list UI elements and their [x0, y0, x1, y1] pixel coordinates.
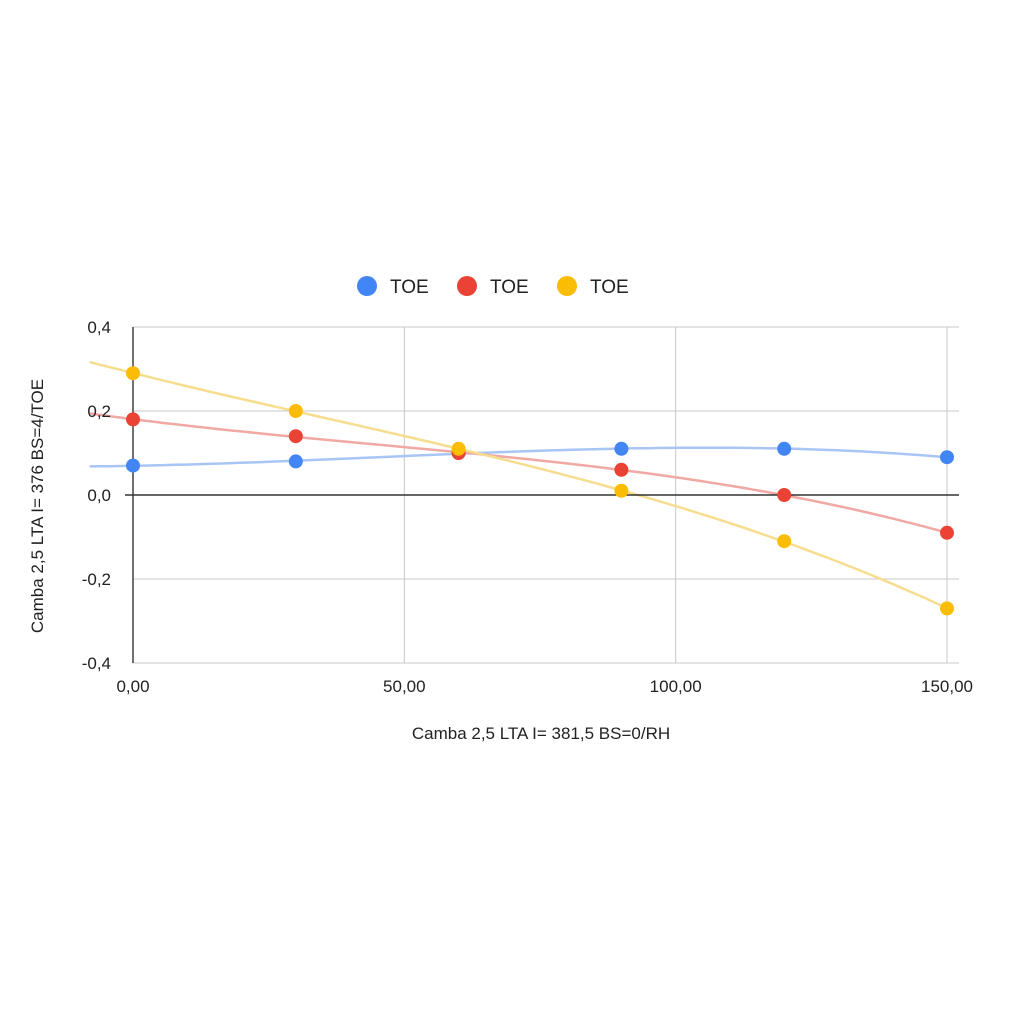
- x-tick-label: 150,00: [921, 677, 973, 696]
- x-axis-title: Camba 2,5 LTA I= 381,5 BS=0/RH: [412, 724, 670, 743]
- data-point-series-0-1[interactable]: [288, 454, 303, 469]
- x-tick-label: 50,00: [383, 677, 426, 696]
- y-tick-label: -0,2: [82, 570, 111, 589]
- legend-marker-2: [557, 276, 577, 296]
- data-point-series-0-0[interactable]: [126, 458, 140, 473]
- data-point-series-2-5[interactable]: [940, 601, 954, 616]
- x-tick-label: 0,00: [116, 677, 149, 696]
- data-point-series-2-0[interactable]: [126, 366, 140, 381]
- x-tick-label: 100,00: [650, 677, 702, 696]
- tick-labels: -0,4 -0,2 0,0 0,2 0,4 0,00 50,00 100,00 150,00: [82, 318, 973, 696]
- legend-item-0[interactable]: TOE: [357, 276, 429, 298]
- y-axis-title: Camba 2,5 LTA I= 376 BS=4/TOE: [28, 379, 47, 633]
- y-tick-label: -0,4: [82, 654, 111, 673]
- y-tick-label: 0,4: [87, 318, 111, 337]
- trendline-series-1: [89, 412, 948, 534]
- data-point-series-1-4[interactable]: [777, 488, 792, 502]
- trendlines: [89, 360, 948, 610]
- axes: [125, 327, 959, 663]
- trendline-series-2: [89, 360, 948, 610]
- data-point-series-1-0[interactable]: [126, 412, 140, 427]
- legend-item-1[interactable]: TOE: [457, 276, 529, 298]
- trendline-series-0: [89, 446, 948, 468]
- data-point-series-1-5[interactable]: [940, 525, 954, 540]
- data-point-series-0-4[interactable]: [777, 441, 792, 456]
- legend-item-2[interactable]: TOE: [557, 276, 629, 298]
- y-tick-label: 0,2: [87, 402, 111, 421]
- data-point-series-1-1[interactable]: [288, 429, 303, 444]
- legend-label-2: TOE: [590, 277, 629, 298]
- legend-marker-0: [357, 276, 377, 296]
- data-point-series-0-5[interactable]: [940, 450, 954, 465]
- data-point-series-0-3[interactable]: [614, 441, 629, 456]
- data-point-series-2-2[interactable]: [451, 441, 466, 456]
- y-tick-label: 0,0: [87, 486, 111, 505]
- data-point-series-2-4[interactable]: [777, 534, 792, 549]
- legend-label-0: TOE: [390, 277, 429, 298]
- data-points: [126, 366, 954, 616]
- legend-marker-1: [457, 276, 477, 296]
- data-point-series-2-1[interactable]: [288, 404, 303, 418]
- legend-label-1: TOE: [490, 277, 529, 298]
- legend: TOE TOE TOE: [357, 276, 629, 298]
- data-point-series-2-3[interactable]: [614, 483, 629, 498]
- data-point-series-1-3[interactable]: [614, 462, 629, 477]
